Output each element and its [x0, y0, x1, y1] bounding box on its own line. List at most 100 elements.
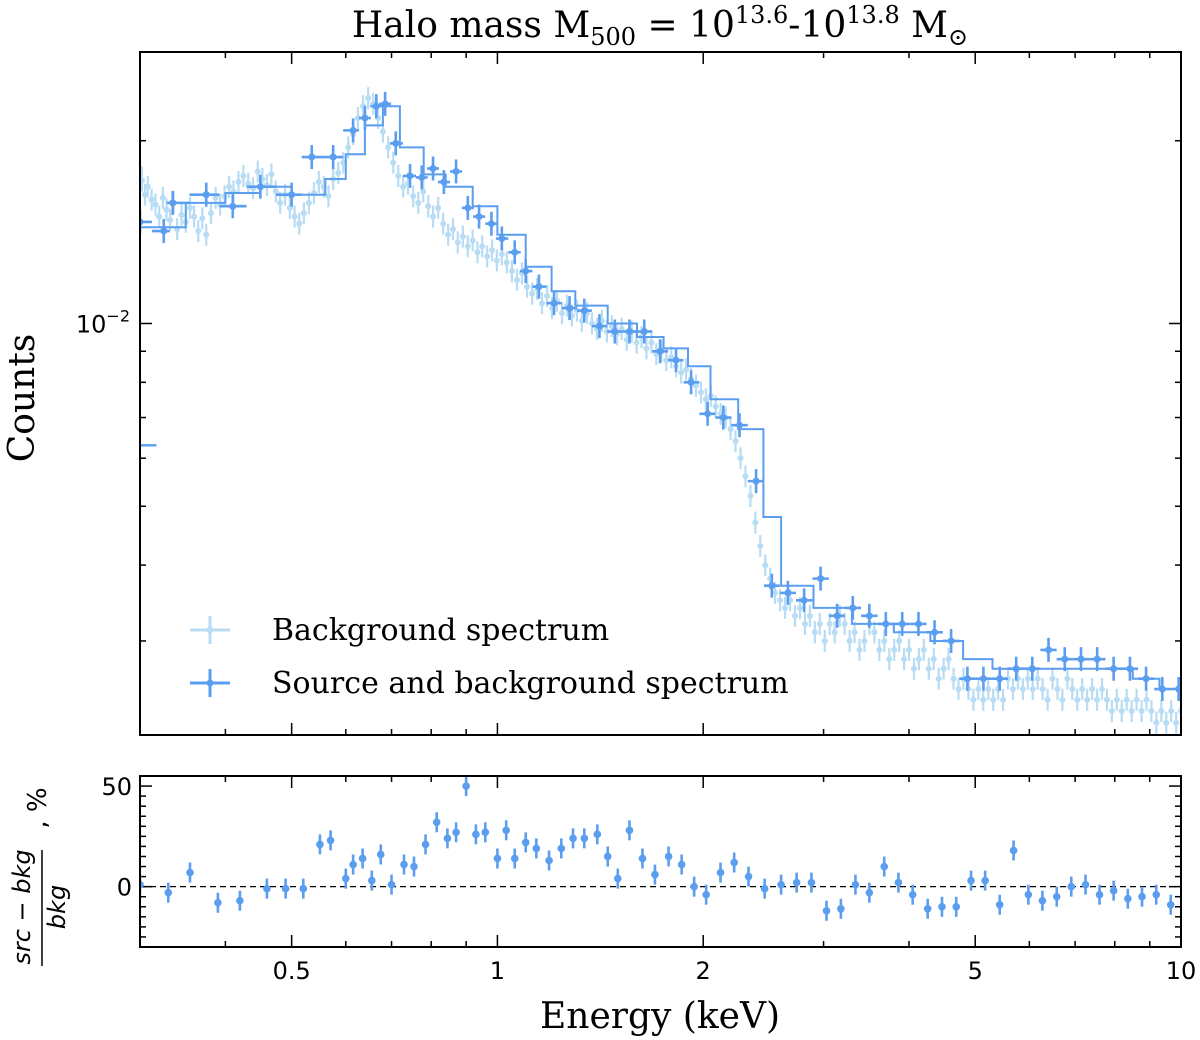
data-point	[443, 828, 452, 849]
data-point	[648, 331, 655, 354]
data-point	[683, 358, 690, 381]
data-point	[938, 896, 946, 917]
data-point	[214, 892, 222, 913]
data-point	[886, 648, 893, 671]
data-point	[493, 848, 502, 869]
data-point	[732, 430, 739, 453]
data-point	[959, 666, 976, 691]
data-point	[513, 268, 520, 291]
data-point	[1123, 688, 1130, 711]
data-point	[985, 678, 992, 701]
data-point	[276, 182, 302, 207]
data-point	[189, 182, 220, 207]
data-point	[952, 896, 961, 917]
data-point	[730, 852, 738, 873]
data-point	[199, 207, 206, 230]
data-point	[1089, 678, 1096, 701]
data-point	[831, 621, 838, 644]
data-point	[880, 856, 889, 877]
data-point	[445, 223, 452, 246]
data-point	[801, 612, 808, 635]
data-point	[296, 212, 303, 235]
data-point	[385, 136, 392, 159]
bottom-frame	[139, 775, 1182, 948]
data-point	[618, 317, 625, 340]
data-point	[325, 185, 332, 208]
data-point	[335, 161, 342, 184]
data-point	[387, 874, 396, 895]
data-point	[503, 251, 510, 274]
data-point	[546, 291, 562, 316]
data-point	[935, 667, 942, 690]
data-point	[459, 225, 466, 248]
data-point	[891, 638, 898, 661]
data-point	[846, 629, 853, 652]
source-points	[140, 91, 1181, 702]
data-point	[195, 220, 202, 243]
data-point	[322, 145, 344, 170]
data-point	[625, 820, 634, 841]
data-point	[950, 667, 957, 690]
data-point	[461, 195, 474, 220]
data-point	[425, 195, 432, 218]
data-point	[1158, 700, 1165, 723]
data-point	[906, 638, 913, 661]
data-point	[245, 172, 252, 195]
data-point	[1108, 700, 1115, 723]
data-point	[156, 205, 163, 228]
data-point	[326, 830, 335, 851]
data-point	[747, 469, 764, 494]
data-point	[219, 194, 247, 219]
data-point	[521, 832, 530, 853]
data-point	[865, 882, 874, 903]
data-point	[263, 878, 271, 899]
data-point	[945, 648, 952, 671]
data-point	[692, 374, 699, 397]
data-point	[1052, 886, 1061, 907]
x-tick-label: 5	[968, 957, 983, 985]
data-point	[1138, 886, 1146, 907]
data-point	[1081, 874, 1090, 895]
data-point	[240, 164, 247, 187]
data-point	[495, 226, 509, 251]
data-point	[777, 874, 785, 895]
data-point	[489, 239, 496, 262]
data-point	[281, 878, 290, 899]
data-point	[341, 868, 350, 889]
y-tick-exp: −2	[106, 306, 130, 325]
data-point	[1173, 711, 1180, 734]
data-point	[191, 205, 198, 228]
data-point	[1138, 666, 1155, 691]
data-point	[1024, 884, 1033, 905]
data-point	[1163, 711, 1170, 734]
data-point	[908, 884, 917, 905]
data-point	[472, 824, 480, 845]
title-sub: 500	[590, 23, 636, 51]
data-point	[861, 603, 878, 628]
data-point	[930, 648, 937, 671]
data-point	[1109, 880, 1118, 901]
data-point	[1009, 840, 1018, 861]
data-point	[1143, 688, 1150, 711]
data-point	[368, 870, 376, 891]
data-point	[896, 629, 903, 652]
x-tick-label: 1	[490, 957, 505, 985]
data-point	[365, 87, 372, 110]
data-point	[420, 180, 427, 203]
data-point	[1064, 667, 1071, 690]
data-point	[1024, 656, 1041, 681]
data-point	[727, 418, 734, 441]
data-point	[493, 249, 500, 272]
data-point	[763, 573, 780, 598]
data-point	[452, 822, 460, 843]
data-point	[524, 275, 531, 298]
data-point	[1113, 688, 1120, 711]
data-point	[920, 638, 927, 661]
data-point	[390, 151, 397, 174]
data-point	[1019, 678, 1026, 701]
data-point	[576, 298, 592, 323]
data-point	[915, 648, 922, 671]
data-point	[851, 621, 858, 644]
data-point	[1148, 700, 1155, 723]
